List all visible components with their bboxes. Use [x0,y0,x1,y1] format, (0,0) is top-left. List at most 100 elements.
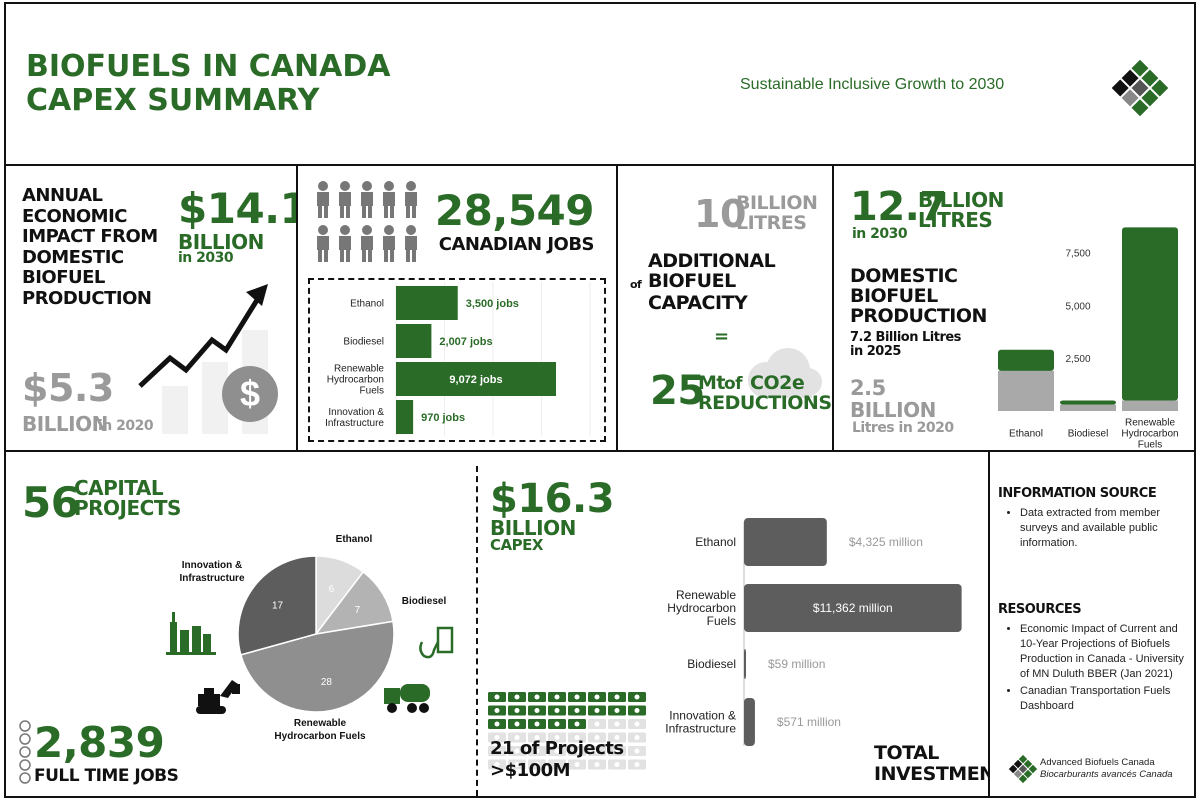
impact-unit-2030: BILLION [178,230,264,254]
cash-note-center [494,762,500,767]
production-category-label: Fuels [1138,439,1162,450]
impact-heading: ANNUAL ECONOMIC IMPACT FROM DOMESTIC BIO… [22,185,158,309]
production-heading: DOMESTIC BIOFUEL PRODUCTION [850,265,987,327]
capex-category-label: Hydrocarbon [667,601,736,615]
projects-over-100m: 21 of Projects [490,738,624,759]
production-unit-2030-1: BILLION [918,188,1004,212]
jobs-category-label: Biodiesel [343,336,384,347]
total-investment-1: TOTAL [874,742,939,764]
jobs-value-label: 970 jobs [421,412,465,424]
production-bar-segment [998,349,1054,371]
production-bar-segment [998,370,1054,411]
cash-note-center [554,694,560,700]
cash-note-center [574,721,580,727]
tagline: Sustainable Inclusive Growth to 2030 [740,76,1005,93]
production-unit-2030-2: LITRES [918,208,993,232]
cash-note-center [494,748,500,754]
resource-item[interactable]: Economic Impact of Current and 10-Year P… [1020,622,1184,682]
co2-label: CO2e [750,372,805,394]
production-bar-segment [1122,400,1178,411]
cash-note-center [574,762,580,767]
background-bar [162,386,188,434]
production-year-2025: in 2025 [850,344,901,359]
capex-value: $16.3 [490,476,615,522]
cash-note-center [534,748,540,754]
cash-note-center [534,708,540,713]
cash-note-center [554,708,560,713]
cash-grid-icon [488,692,646,770]
capex-bar [744,698,755,746]
jobs-bar [396,400,414,434]
page-title: BIOFUELS IN CANADA CAPEX SUMMARY [26,50,390,118]
jobs-category-label: Renewable [334,363,384,374]
cash-note-center [514,735,520,740]
cash-note-center [514,708,520,713]
cash-note-center [514,694,520,700]
pie-category-label: Renewable [294,718,347,729]
dollar-coin-icon: $ [222,366,278,422]
jobs-value-label: 9,072 jobs [449,374,502,386]
cash-note-center [494,694,500,700]
capacity-top-unit-1: BILLION [736,192,818,214]
production-value-2020: 2.5 [850,376,886,400]
capex-bar [744,584,962,632]
jobs-chart-frame [308,278,606,442]
production-year-2030: in 2030 [852,226,908,242]
cash-note-center [514,762,520,767]
production-ytick-label: 5,000 [1065,301,1090,312]
pie-value-label: 17 [272,601,284,612]
capex-category-label: Biodiesel [687,657,736,671]
workers-icon [317,181,417,262]
cash-note-center [594,708,600,713]
production-value-2025: 7.2 Billion Litres [850,330,961,345]
biofuel-capacity-panel: 10 BILLION LITRES ADDITIONAL of BIOFUEL … [616,164,834,452]
production-year-2020: Litres in 2020 [852,420,954,436]
pie-slice [239,620,395,713]
jobs-category-label: Fuels [360,385,384,396]
section-divider [476,466,478,796]
tanker-truck-icon [384,684,430,713]
cloud-icon [748,348,822,398]
impact-unit-2020: BILLION [22,412,108,436]
pie-slice [314,570,394,636]
refinery-icon [166,612,216,655]
jobs-category-label: Infrastructure [325,418,384,429]
jobs-value-label: 2,007 jobs [439,336,492,348]
co2-of: of [724,374,743,394]
resources-list: Economic Impact of Current and 10-Year P… [1004,622,1184,716]
info-source-item: Data extracted from member surveys and a… [1020,506,1184,551]
jobs-bar-chart: Ethanol 3,500 jobs Biodiesel 2,007 jobs Rene… [325,282,591,436]
pie-category-label: Biodiesel [402,596,447,607]
cash-note-center [554,735,560,740]
cash-note-center [634,735,640,740]
cash-note-center [494,721,500,727]
capex-value-label: $11,362 million [813,601,893,615]
capex-category-label: Fuels [707,614,736,628]
coin-stack-icon [19,720,31,784]
cash-note-center [594,694,600,700]
cash-note-center [614,748,620,754]
pie-value-label: 7 [355,605,361,616]
impact-year-2020: in 2020 [98,418,154,434]
pie-value-label: 6 [329,584,335,595]
projects-label-1: CAPITAL [74,476,164,500]
org-name-en: Advanced Biofuels Canada [1040,757,1155,768]
cash-note-center [534,694,540,700]
cash-note-center [534,762,540,767]
cash-note-center [574,694,580,700]
co2-value: 25 [650,368,705,414]
capex-value-label: $571 million [777,715,841,729]
production-bar-segment [1122,227,1178,401]
pie-slice [237,555,317,656]
capacity-of: of [630,278,642,291]
pie-category-label: Infrastructure [179,573,244,584]
capex-category-label: Infrastructure [665,722,736,736]
resource-item[interactable]: Canadian Transportation Fuels Dashboard [1020,684,1184,714]
projects-over-100m-2: >$100M [490,760,571,781]
header-panel: BIOFUELS IN CANADA CAPEX SUMMARY Sustain… [4,2,1196,166]
info-source-list: Data extracted from member surveys and a… [1004,506,1184,553]
cash-note-center [614,762,620,767]
capex-value-label: $59 million [768,657,825,671]
fuel-pump-icon [419,626,454,659]
capex-unit: BILLION [490,516,576,540]
